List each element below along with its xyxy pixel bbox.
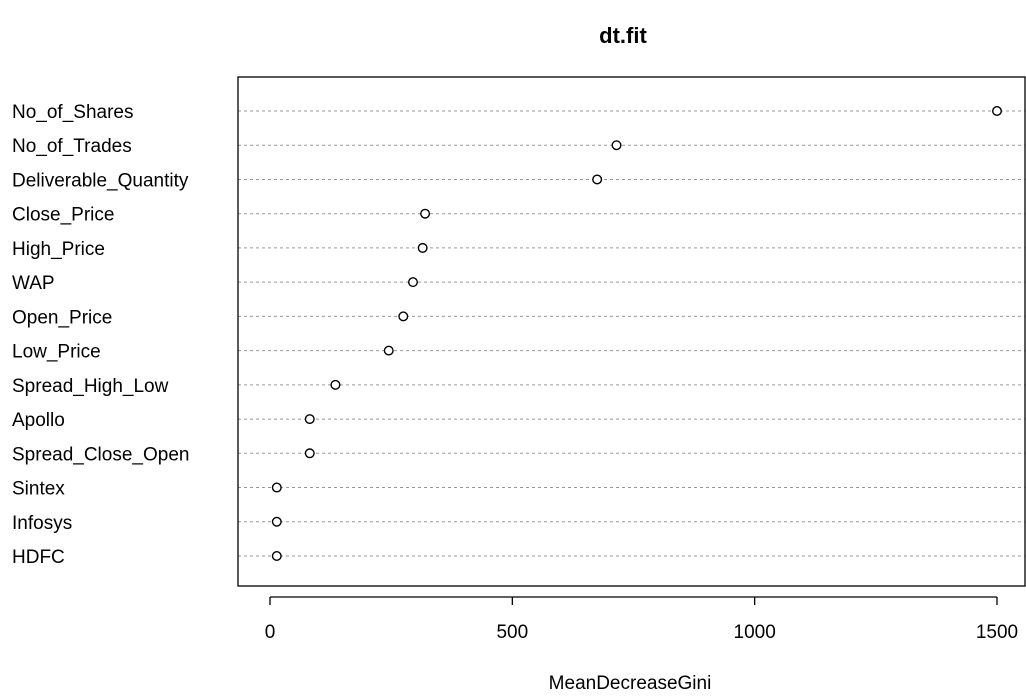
chart-title: dt.fit bbox=[599, 23, 647, 48]
category-label: No_of_Trades bbox=[12, 136, 132, 157]
guide-lines bbox=[238, 110, 1025, 557]
category-label: Apollo bbox=[12, 410, 65, 431]
data-point bbox=[407, 277, 418, 288]
x-tick-label: 500 bbox=[496, 622, 528, 643]
x-axis: 0 500 1000 1500 bbox=[265, 596, 1018, 643]
category-label: Deliverable_Quantity bbox=[12, 170, 189, 191]
data-point bbox=[271, 550, 282, 561]
category-label: Spread_High_Low bbox=[12, 376, 169, 397]
category-label: WAP bbox=[12, 273, 55, 294]
category-label: HDFC bbox=[12, 547, 65, 568]
plot-frame bbox=[237, 76, 1026, 587]
data-point bbox=[304, 414, 315, 425]
data-point bbox=[592, 174, 603, 185]
data-point bbox=[611, 140, 622, 151]
data-point bbox=[398, 311, 409, 322]
category-label: Open_Price bbox=[12, 307, 112, 328]
category-label: High_Price bbox=[12, 239, 105, 260]
data-point bbox=[992, 105, 1003, 116]
data-point bbox=[271, 516, 282, 527]
x-tick-label: 1500 bbox=[976, 622, 1018, 643]
data-point bbox=[330, 379, 341, 390]
category-label: Spread_Close_Open bbox=[12, 444, 189, 465]
category-label: Low_Price bbox=[12, 342, 101, 363]
data-point bbox=[417, 242, 428, 253]
category-label: Infosys bbox=[12, 513, 72, 534]
x-tick-label: 0 bbox=[265, 622, 276, 643]
category-labels: No_of_Shares No_of_Trades Deliverable_Quan… bbox=[12, 102, 189, 568]
category-label: No_of_Shares bbox=[12, 102, 133, 123]
x-axis-title: MeanDecreaseGini bbox=[549, 673, 712, 694]
category-label: Sintex bbox=[12, 479, 65, 500]
category-label: Close_Price bbox=[12, 205, 114, 226]
data-point bbox=[271, 482, 282, 493]
data-point bbox=[304, 448, 315, 459]
data-point bbox=[420, 208, 431, 219]
data-points bbox=[271, 105, 1003, 561]
x-tick-label: 1000 bbox=[734, 622, 776, 643]
data-point bbox=[383, 345, 394, 356]
